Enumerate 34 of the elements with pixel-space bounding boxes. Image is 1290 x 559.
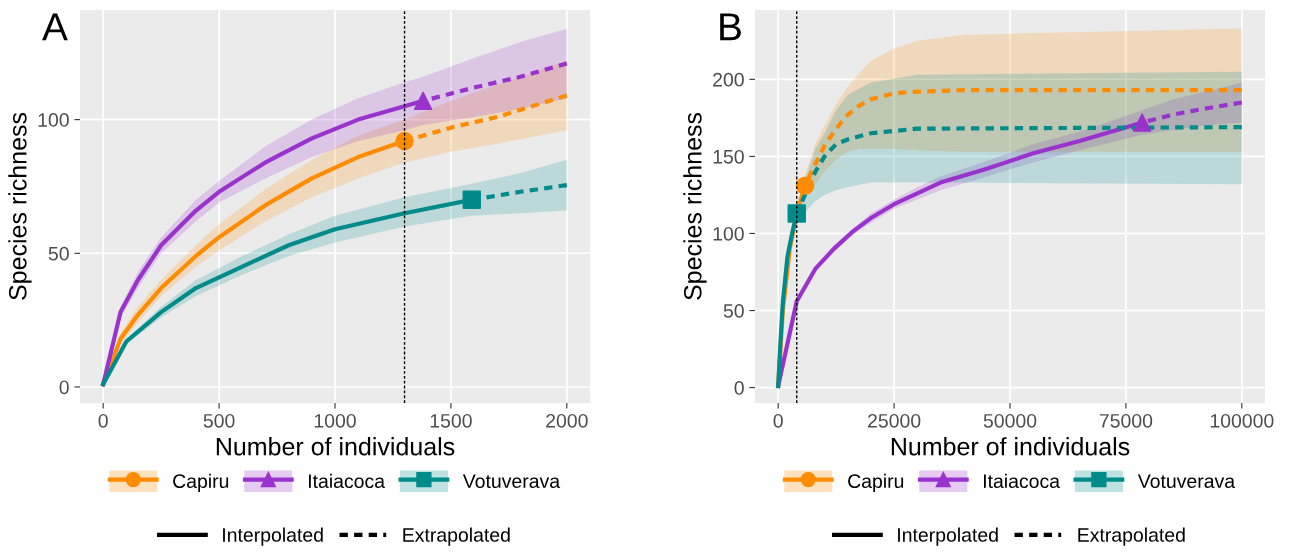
x-tick-label: 100000 (1210, 413, 1274, 428)
legend-label: Votuverava (462, 474, 561, 489)
x-tick-label: 500 (203, 413, 235, 428)
y-tick-label: 150 (713, 149, 744, 164)
text: Extrapolated (403, 527, 510, 546)
x-tick-label: 2000 (546, 413, 588, 428)
legend-label: Capiru (173, 473, 229, 492)
y-tick-label: 0 (59, 380, 69, 395)
x-tick-label: 25000 (868, 413, 921, 428)
x-axis-title: Number of individuals (216, 437, 455, 456)
legend-label: Capiru (848, 473, 904, 492)
y-tick-label: 100 (713, 226, 744, 241)
text: Interpolated (223, 527, 323, 546)
x-tick-label: 75000 (1099, 413, 1153, 428)
chart-title: B (720, 13, 741, 41)
y-axis-title: Species richness (8, 112, 32, 300)
text: Interpolated (898, 527, 998, 546)
text: Extrapolated (1078, 527, 1185, 546)
legend-label: Itaiacoca (983, 473, 1061, 489)
y-tick-label: 50 (723, 304, 744, 318)
x-tick-label: 1500 (430, 413, 472, 428)
y-tick-label: 0 (734, 381, 744, 395)
x-tick-label: 0 (773, 413, 783, 428)
chart-title: A (42, 13, 68, 41)
y-tick-label: 100 (38, 113, 69, 127)
y-tick-label: 200 (713, 72, 744, 87)
legend-label: Votuverava (1137, 474, 1236, 489)
legend-label: Itaiacoca (308, 473, 386, 489)
x-tick-label: 1000 (314, 413, 356, 428)
y-axis-title: Species richness (683, 112, 707, 300)
x-tick-label: 50000 (983, 413, 1037, 428)
x-axis-title: Number of individuals (891, 437, 1130, 456)
y-tick-label: 50 (48, 246, 69, 261)
x-tick-label: 0 (98, 413, 108, 428)
